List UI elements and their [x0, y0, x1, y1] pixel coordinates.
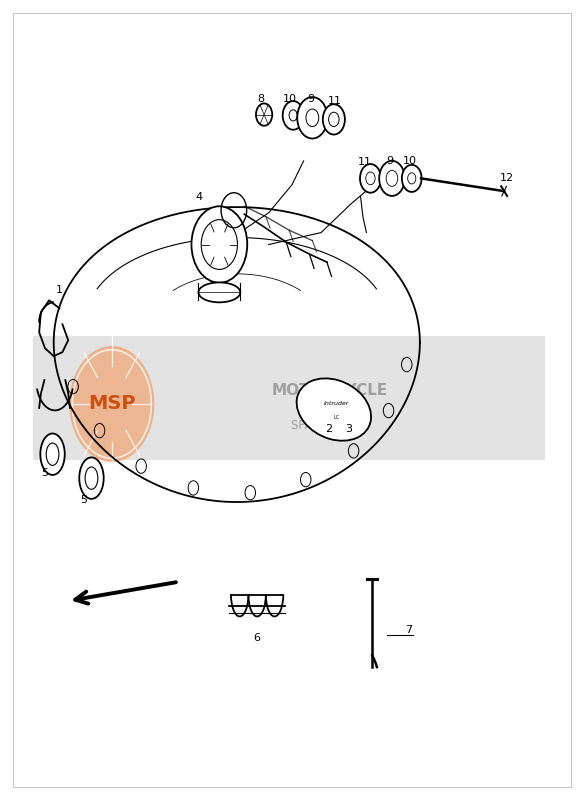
Text: 4: 4 [196, 192, 203, 202]
Text: 8: 8 [257, 94, 264, 104]
Circle shape [297, 97, 328, 138]
Text: 5: 5 [41, 468, 48, 478]
Circle shape [323, 104, 345, 134]
Text: 11: 11 [358, 158, 372, 167]
Text: LC: LC [333, 415, 340, 420]
Circle shape [256, 103, 272, 126]
Circle shape [402, 165, 422, 192]
Circle shape [192, 206, 247, 283]
Text: 3: 3 [346, 424, 353, 434]
Circle shape [70, 346, 154, 462]
Ellipse shape [199, 282, 240, 302]
Text: 1: 1 [56, 285, 63, 295]
Text: SPARE PARTS: SPARE PARTS [291, 419, 369, 432]
Text: 5: 5 [81, 494, 88, 505]
Text: 2: 2 [325, 424, 332, 434]
Text: MSP: MSP [88, 394, 135, 414]
Ellipse shape [40, 434, 65, 475]
Circle shape [283, 101, 304, 130]
Text: 10: 10 [403, 156, 417, 166]
Text: MOTORCYCLE: MOTORCYCLE [272, 383, 388, 398]
Text: 6: 6 [253, 633, 260, 642]
Text: 12: 12 [500, 174, 514, 183]
Bar [33, 336, 545, 460]
Text: 9: 9 [307, 94, 314, 105]
Text: Intruder: Intruder [324, 401, 349, 406]
Text: 11: 11 [328, 96, 342, 106]
Ellipse shape [79, 458, 104, 499]
Circle shape [379, 161, 405, 196]
Circle shape [360, 164, 381, 193]
Text: 7: 7 [405, 625, 412, 634]
Text: 10: 10 [283, 94, 297, 105]
Ellipse shape [297, 378, 371, 441]
Text: 9: 9 [386, 156, 393, 166]
